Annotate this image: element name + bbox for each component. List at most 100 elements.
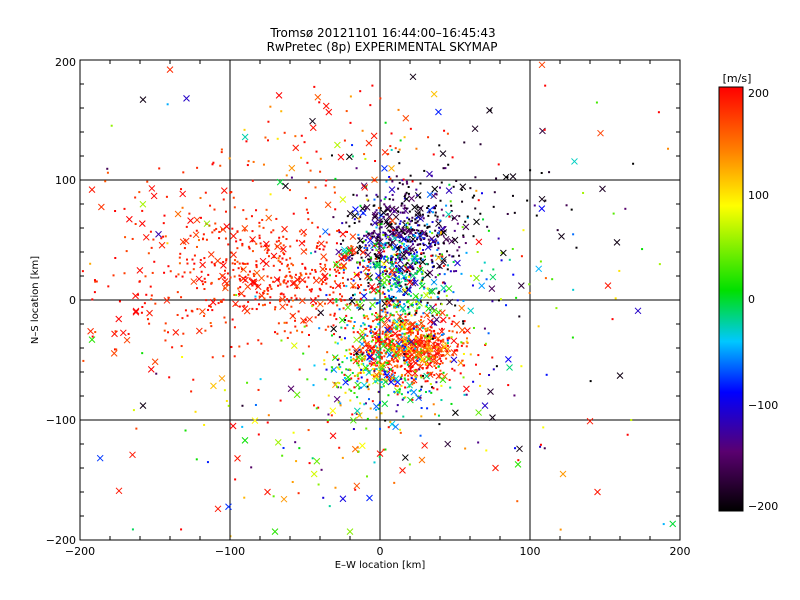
- data-point-dot: [377, 350, 380, 353]
- data-point-dot: [402, 248, 405, 251]
- data-point-dot: [403, 374, 406, 377]
- data-point-dot: [282, 244, 285, 247]
- data-point-cross: [259, 257, 267, 265]
- data-point-dot: [239, 238, 242, 241]
- data-point-dot: [380, 381, 383, 384]
- data-point-dot: [134, 223, 137, 226]
- data-point-dot: [389, 348, 392, 351]
- data-point-cross: [346, 210, 354, 217]
- data-point-dot: [462, 376, 465, 379]
- data-point-dot: [430, 332, 433, 335]
- data-point-dot: [386, 270, 389, 273]
- data-point-cross: [381, 148, 389, 156]
- data-point-dot: [278, 236, 281, 239]
- data-point-dot: [403, 243, 406, 246]
- data-point-dot: [407, 349, 410, 352]
- data-point-dot: [348, 225, 351, 228]
- data-point-dot: [397, 108, 400, 111]
- data-point-dot: [419, 257, 422, 260]
- data-point-dot: [356, 380, 359, 383]
- data-point-dot: [390, 297, 393, 300]
- data-point-dot: [134, 196, 137, 199]
- data-point-dot: [350, 377, 353, 380]
- data-point-cross: [199, 261, 206, 269]
- data-point-dot: [341, 276, 344, 279]
- data-point-dot: [360, 348, 363, 351]
- data-point-dot: [332, 286, 335, 289]
- data-point-cross: [320, 253, 327, 261]
- data-point-dot: [383, 269, 386, 272]
- data-point-dot: [427, 204, 430, 207]
- data-point-dot: [165, 195, 168, 198]
- data-point-dot: [446, 132, 449, 135]
- data-point-dot: [392, 360, 395, 363]
- data-point-dot: [440, 303, 443, 306]
- data-point-dot: [391, 345, 394, 348]
- data-point-dot: [400, 377, 403, 380]
- data-point-dot: [222, 261, 225, 264]
- data-point-dot: [314, 316, 317, 319]
- data-point-dot: [449, 200, 452, 203]
- data-point-dot: [366, 475, 369, 478]
- data-point-cross: [123, 336, 131, 344]
- data-point-dot: [283, 253, 286, 256]
- data-point-dot: [344, 391, 347, 394]
- data-point-dot: [387, 280, 390, 283]
- data-point-cross: [571, 158, 578, 165]
- data-point-dot: [191, 258, 194, 261]
- data-point-dot: [418, 196, 421, 199]
- data-point-dot: [236, 247, 239, 250]
- data-point-dot: [388, 368, 391, 371]
- data-point-dot: [421, 269, 424, 272]
- data-point-dot: [446, 339, 449, 342]
- data-point-dot: [429, 383, 432, 386]
- data-point-cross: [218, 375, 226, 382]
- data-point-dot: [342, 307, 345, 310]
- data-point-dot: [380, 386, 383, 389]
- data-point-cross: [96, 454, 104, 462]
- data-point-cross: [502, 173, 510, 181]
- data-point-dot: [290, 296, 293, 299]
- data-point-dot: [420, 376, 423, 379]
- data-point-cross: [334, 282, 342, 289]
- data-point-dot: [260, 245, 263, 248]
- data-point-dot: [91, 335, 94, 338]
- data-point-dot: [395, 234, 398, 237]
- data-point-dot: [398, 239, 401, 242]
- data-point-dot: [391, 180, 394, 183]
- data-point-dot: [389, 343, 392, 346]
- data-point-dot: [378, 260, 381, 263]
- data-point-cross: [324, 201, 332, 209]
- data-point-dot: [349, 356, 352, 359]
- data-point-dot: [333, 280, 336, 283]
- data-point-dot: [452, 354, 455, 357]
- data-point-dot: [372, 331, 375, 334]
- data-point-dot: [462, 235, 465, 238]
- data-point-dot: [89, 262, 92, 265]
- data-point-dot: [373, 229, 376, 232]
- data-point-dot: [347, 253, 350, 256]
- data-point-cross: [400, 236, 408, 243]
- data-point-dot: [304, 267, 307, 270]
- data-point-dot: [423, 350, 426, 353]
- data-point-dot: [422, 237, 425, 240]
- data-point-dot: [397, 210, 400, 213]
- data-point-dot: [411, 265, 414, 268]
- data-point-dot: [203, 257, 206, 260]
- data-point-dot: [433, 335, 436, 338]
- data-point-dot: [365, 194, 368, 197]
- data-point-dot: [343, 355, 346, 358]
- data-point-dot: [306, 211, 309, 214]
- data-point-cross: [142, 233, 150, 241]
- data-point-dot: [358, 387, 361, 390]
- data-point-cross: [223, 223, 231, 230]
- data-point-dot: [440, 339, 443, 342]
- data-point-cross: [289, 279, 297, 287]
- data-point-dot: [429, 352, 432, 355]
- data-point-dot: [415, 309, 418, 312]
- data-point-dot: [345, 230, 348, 233]
- data-point-dot: [345, 255, 348, 258]
- data-point-dot: [380, 352, 383, 355]
- data-point-dot: [410, 219, 413, 222]
- data-point-dot: [286, 303, 289, 306]
